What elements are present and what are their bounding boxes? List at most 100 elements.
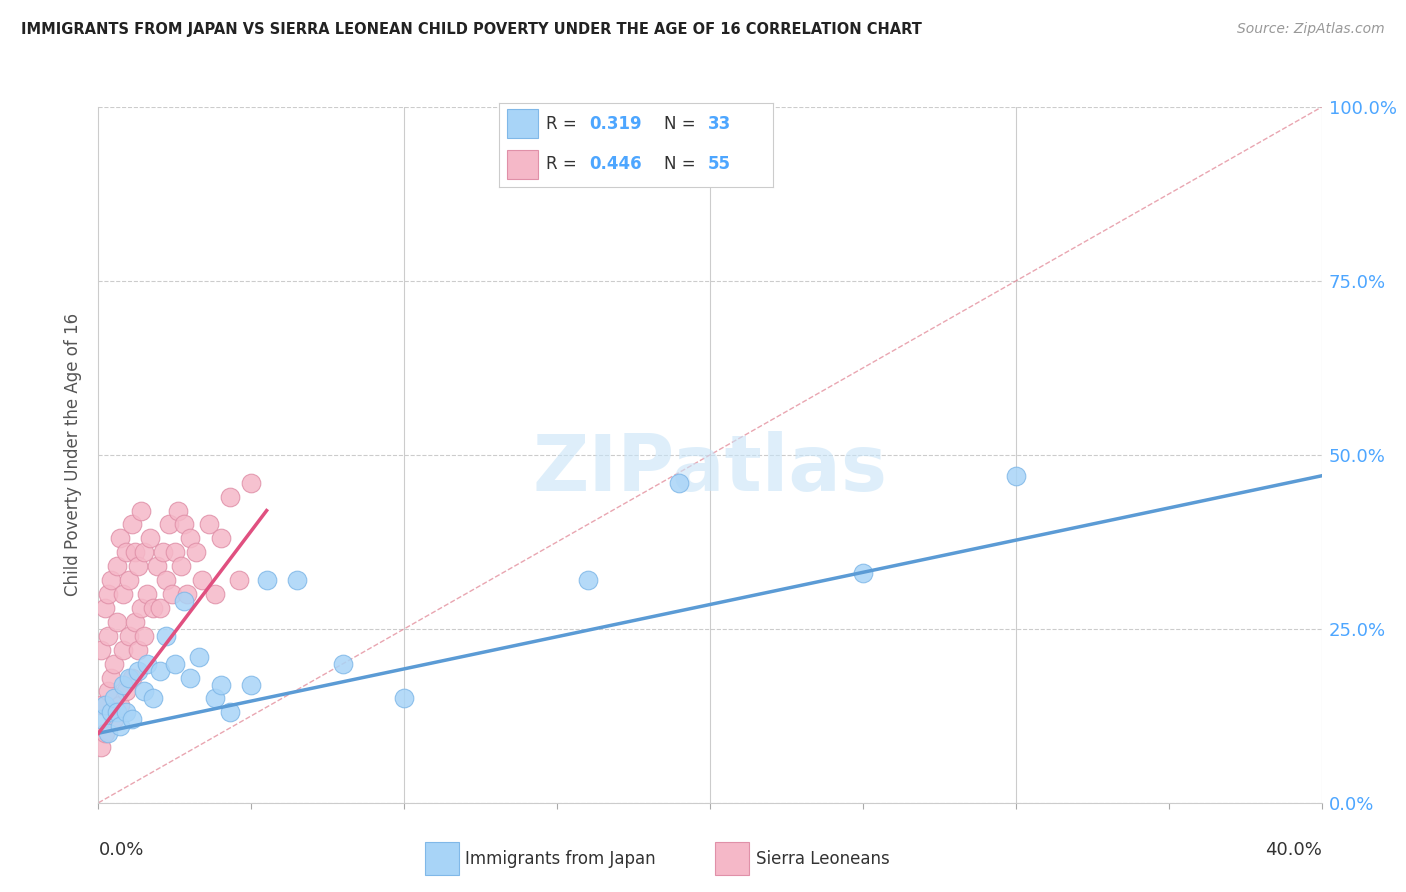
Point xyxy=(668,475,690,490)
Point xyxy=(134,684,156,698)
Point xyxy=(93,601,115,615)
FancyBboxPatch shape xyxy=(425,842,458,874)
Point xyxy=(204,691,226,706)
Text: R =: R = xyxy=(546,155,582,173)
Point xyxy=(134,629,156,643)
Point xyxy=(163,545,186,559)
Point xyxy=(240,475,263,490)
Point xyxy=(124,615,146,629)
Point xyxy=(136,657,159,671)
Point xyxy=(157,517,180,532)
Point xyxy=(179,532,201,546)
Point xyxy=(121,712,143,726)
Point xyxy=(134,545,156,559)
Point xyxy=(219,490,242,504)
Point xyxy=(256,573,278,587)
Point xyxy=(332,657,354,671)
Point xyxy=(127,559,149,574)
Point xyxy=(124,545,146,559)
Point xyxy=(100,573,122,587)
Text: Source: ZipAtlas.com: Source: ZipAtlas.com xyxy=(1237,22,1385,37)
Point xyxy=(111,642,134,657)
Y-axis label: Child Poverty Under the Age of 16: Child Poverty Under the Age of 16 xyxy=(65,313,83,597)
Point xyxy=(93,726,115,740)
Point xyxy=(163,657,186,671)
Text: Immigrants from Japan: Immigrants from Japan xyxy=(465,849,655,868)
Point xyxy=(176,587,198,601)
Point xyxy=(108,698,131,713)
Point xyxy=(108,719,131,733)
Point xyxy=(852,566,875,581)
Point xyxy=(160,587,183,601)
Point xyxy=(105,559,128,574)
Point xyxy=(121,671,143,685)
Point xyxy=(576,573,599,587)
Point xyxy=(186,545,208,559)
Point xyxy=(155,629,177,643)
Point xyxy=(90,740,112,755)
Point xyxy=(149,664,172,678)
Point xyxy=(105,615,128,629)
Text: Sierra Leoneans: Sierra Leoneans xyxy=(755,849,890,868)
Point xyxy=(127,664,149,678)
Point xyxy=(121,517,143,532)
Point xyxy=(90,698,112,713)
Point xyxy=(149,601,172,615)
Point xyxy=(179,671,201,685)
Point xyxy=(209,532,232,546)
Point xyxy=(127,642,149,657)
Point xyxy=(115,706,138,720)
Point xyxy=(103,691,125,706)
Text: R =: R = xyxy=(546,115,582,133)
Point xyxy=(93,698,115,713)
Point xyxy=(97,684,120,698)
Point xyxy=(103,712,125,726)
Text: 0.0%: 0.0% xyxy=(98,841,143,859)
Point xyxy=(90,712,112,726)
Point xyxy=(111,587,134,601)
Point xyxy=(108,532,131,546)
Point xyxy=(118,671,141,685)
Point xyxy=(228,573,250,587)
FancyBboxPatch shape xyxy=(508,110,537,138)
Point xyxy=(100,706,122,720)
Point xyxy=(115,545,138,559)
Point xyxy=(118,573,141,587)
Text: IMMIGRANTS FROM JAPAN VS SIERRA LEONEAN CHILD POVERTY UNDER THE AGE OF 16 CORREL: IMMIGRANTS FROM JAPAN VS SIERRA LEONEAN … xyxy=(21,22,922,37)
Point xyxy=(197,517,219,532)
Point xyxy=(97,726,120,740)
Point xyxy=(1004,468,1026,483)
Point xyxy=(191,573,214,587)
Point xyxy=(111,677,134,691)
Text: 40.0%: 40.0% xyxy=(1265,841,1322,859)
Point xyxy=(142,691,165,706)
Point xyxy=(100,671,122,685)
Point xyxy=(90,642,112,657)
Point xyxy=(155,573,177,587)
Point xyxy=(118,629,141,643)
Point xyxy=(285,573,308,587)
FancyBboxPatch shape xyxy=(716,842,749,874)
Text: N =: N = xyxy=(664,115,700,133)
Point xyxy=(152,545,174,559)
Point xyxy=(115,684,138,698)
Text: 33: 33 xyxy=(707,115,731,133)
Point xyxy=(188,649,211,664)
Point xyxy=(204,587,226,601)
Text: 55: 55 xyxy=(707,155,731,173)
Point xyxy=(129,503,152,517)
FancyBboxPatch shape xyxy=(508,150,537,178)
Point xyxy=(103,657,125,671)
Text: N =: N = xyxy=(664,155,700,173)
Text: ZIPatlas: ZIPatlas xyxy=(533,431,887,507)
Point xyxy=(392,691,416,706)
Point xyxy=(97,629,120,643)
Point xyxy=(240,677,263,691)
Point xyxy=(129,601,152,615)
Point xyxy=(219,706,242,720)
Point xyxy=(167,503,190,517)
Point xyxy=(139,532,162,546)
Point xyxy=(105,706,128,720)
Point xyxy=(136,587,159,601)
Point xyxy=(142,601,165,615)
